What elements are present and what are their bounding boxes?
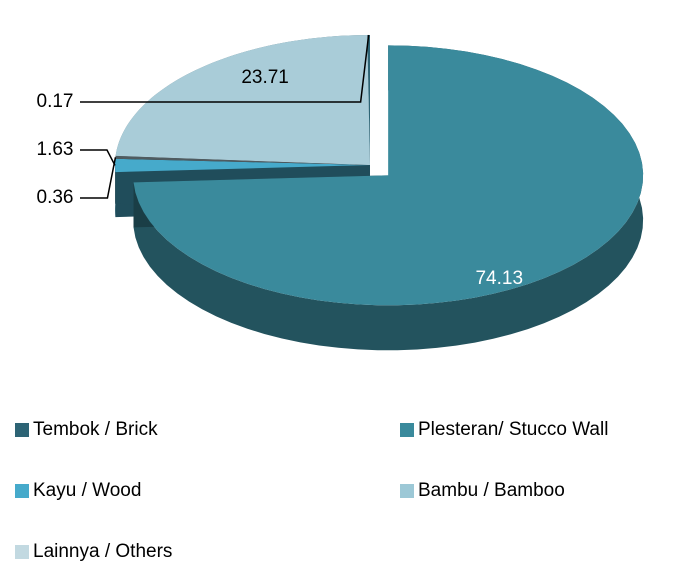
legend-label: Plesteran/ Stucco Wall: [418, 419, 608, 440]
leader-line: [80, 150, 115, 165]
data-label: 0.36: [37, 187, 74, 208]
legend-label: Lainnya / Others: [33, 541, 172, 562]
legend-label: Kayu / Wood: [33, 480, 141, 501]
data-label: 74.13: [475, 268, 523, 289]
leader-line: [80, 157, 115, 198]
slice: [116, 35, 370, 165]
legend-swatch: [15, 545, 29, 559]
data-label: 1.63: [37, 139, 74, 160]
data-label: 0.17: [37, 91, 74, 112]
legend-swatch: [15, 423, 29, 437]
legend-swatch: [400, 484, 414, 498]
legend-label: Tembok / Brick: [33, 419, 158, 440]
legend-label: Bambu / Bamboo: [418, 480, 565, 501]
data-label: 23.71: [241, 67, 289, 88]
legend-swatch: [15, 484, 29, 498]
legend-swatch: [400, 423, 414, 437]
